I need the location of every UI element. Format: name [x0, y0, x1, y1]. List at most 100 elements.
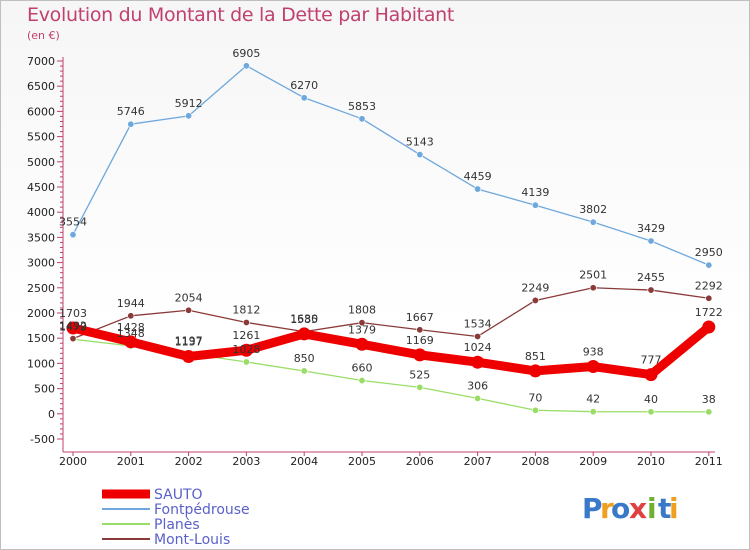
y-tick-label: 0 [48, 408, 55, 421]
data-label: 1630 [290, 313, 318, 326]
data-point [124, 335, 138, 349]
legend-label: Mont-Louis [154, 532, 230, 548]
data-label: 777 [641, 354, 662, 367]
data-point [531, 201, 539, 209]
x-tick-label: 2010 [637, 455, 665, 468]
data-label: 6270 [290, 79, 318, 92]
data-point [69, 335, 77, 343]
data-label: 1667 [406, 311, 434, 324]
chart-unit: (en €) [27, 29, 60, 42]
logo-letter: i [647, 492, 657, 525]
data-labels: 3554 5746 5912 6905 6270 5853 5143 4459 4139 3802… [59, 47, 723, 406]
data-label: 3429 [637, 222, 665, 235]
logo-letter: P [582, 492, 603, 525]
data-label: 5853 [348, 100, 376, 113]
data-point [474, 394, 482, 402]
data-label: 1169 [406, 334, 434, 347]
data-label: 1703 [59, 307, 87, 320]
y-tick-label: 5500 [27, 131, 55, 144]
data-point [239, 343, 253, 357]
y-tick-label: 3000 [27, 257, 55, 270]
data-point [300, 94, 308, 102]
legend-label: Planès [154, 517, 200, 533]
data-point [358, 377, 366, 385]
data-label: 1479 [59, 320, 87, 333]
data-label: 6905 [232, 47, 260, 60]
y-tick-label: 3500 [27, 231, 55, 244]
x-tick-label: 2008 [521, 455, 549, 468]
y-tick-label: 4000 [27, 206, 55, 219]
data-point [705, 294, 713, 302]
data-label: 1428 [117, 321, 145, 334]
data-point [127, 312, 135, 320]
y-tick-label: 6500 [27, 80, 55, 93]
y-tick-label: 6000 [27, 105, 55, 118]
y-tick-label: 5000 [27, 156, 55, 169]
data-label: 70 [528, 391, 542, 404]
data-point [471, 355, 485, 369]
x-tick-label: 2002 [175, 455, 203, 468]
data-point [242, 318, 250, 326]
data-point [182, 349, 196, 363]
data-point [69, 231, 77, 239]
data-label: 2950 [695, 246, 723, 259]
data-point [185, 112, 193, 120]
data-label: 2501 [579, 269, 607, 282]
x-tick-label: 2000 [59, 455, 87, 468]
data-point [355, 337, 369, 351]
data-point [647, 286, 655, 294]
data-point [413, 348, 427, 362]
data-point [528, 364, 542, 378]
data-label: 2292 [695, 279, 723, 292]
data-point [531, 296, 539, 304]
y-tick-label: -500 [30, 433, 55, 446]
x-tick-label: 2009 [579, 455, 607, 468]
data-label: 938 [583, 346, 604, 359]
y-tick-label: 7000 [27, 55, 55, 68]
x-tick-label: 2005 [348, 455, 376, 468]
data-label: 1028 [232, 343, 260, 356]
data-point [589, 284, 597, 292]
x-tick-label: 2011 [695, 455, 723, 468]
data-point [589, 218, 597, 226]
data-label: 5746 [117, 105, 145, 118]
data-point [242, 62, 250, 70]
data-point [531, 406, 539, 414]
logo-letter: r [600, 492, 614, 525]
data-label: 1492 [59, 320, 87, 333]
x-tick-label: 2001 [117, 455, 145, 468]
x-tick-label: 2004 [290, 455, 318, 468]
data-label: 1197 [175, 334, 203, 347]
y-tick-label: 2000 [27, 307, 55, 320]
data-label: 40 [644, 393, 658, 406]
data-label: 525 [409, 368, 430, 381]
data-point [586, 360, 600, 374]
data-point [647, 408, 655, 416]
data-point [416, 326, 424, 334]
data-label: 1944 [117, 297, 145, 310]
data-label: 1722 [695, 306, 723, 319]
legend-label: SAUTO [154, 487, 203, 503]
data-label: 1261 [232, 329, 260, 342]
data-label: 1348 [117, 327, 145, 340]
data-point [358, 115, 366, 123]
logo-letter: i [669, 492, 679, 525]
data-label: 1137 [175, 335, 203, 348]
data-point [589, 408, 597, 416]
x-tick-label: 2006 [406, 455, 434, 468]
y-tick-label: 1500 [27, 332, 55, 345]
x-tick-label: 2007 [464, 455, 492, 468]
series-line-sauto [68, 322, 714, 380]
logo-letter: o [611, 492, 630, 525]
x-tick-label: 2003 [232, 455, 260, 468]
data-label: 5143 [406, 136, 434, 149]
data-label: 850 [294, 352, 315, 365]
data-point [644, 368, 658, 382]
y-tick-label: 2500 [27, 282, 55, 295]
data-label: 3802 [579, 203, 607, 216]
data-point [300, 367, 308, 375]
data-point [702, 320, 716, 334]
